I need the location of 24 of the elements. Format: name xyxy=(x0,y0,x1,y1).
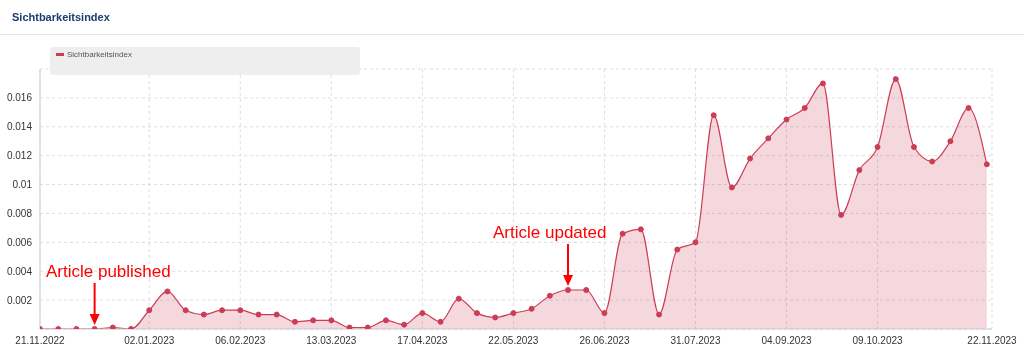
y-tick-label: 0.008 xyxy=(6,207,33,219)
y-tick-label: 0.012 xyxy=(6,150,33,162)
y-tick-label: 0.016 xyxy=(6,92,33,104)
chart-title: Sichtbarkeitsindex xyxy=(12,11,110,23)
y-tick-label: 0.004 xyxy=(6,265,33,277)
y-tick-label: 0.002 xyxy=(6,294,33,306)
y-tick-label: 0.014 xyxy=(6,121,33,133)
x-tick-label: 06.02.2023 xyxy=(215,335,266,347)
x-tick-label: 26.06.2023 xyxy=(579,335,630,347)
x-tick-label: 02.01.2023 xyxy=(124,335,175,347)
annotation: Article updated xyxy=(493,223,607,242)
x-tick-label: 09.10.2023 xyxy=(852,335,904,347)
x-tick-label: 13.03.2023 xyxy=(306,335,357,347)
legend-label: Sichtbarkeitsindex xyxy=(66,50,132,59)
y-tick-label: 0.01 xyxy=(12,179,33,191)
x-tick-label: 21.11.2022 xyxy=(15,335,66,347)
x-tick-label: 31.07.2023 xyxy=(670,335,721,347)
legend-panel: Sichtbarkeitsindex xyxy=(50,47,360,75)
x-tick-label: 17.04.2023 xyxy=(397,335,448,347)
x-tick-label: 22.11.2023 xyxy=(967,335,1018,347)
x-tick-label: 22.05.2023 xyxy=(488,335,539,347)
y-tick-label: 0.006 xyxy=(6,236,33,248)
x-tick-label: 04.09.2023 xyxy=(761,335,812,347)
annotation: Article published xyxy=(46,262,171,281)
